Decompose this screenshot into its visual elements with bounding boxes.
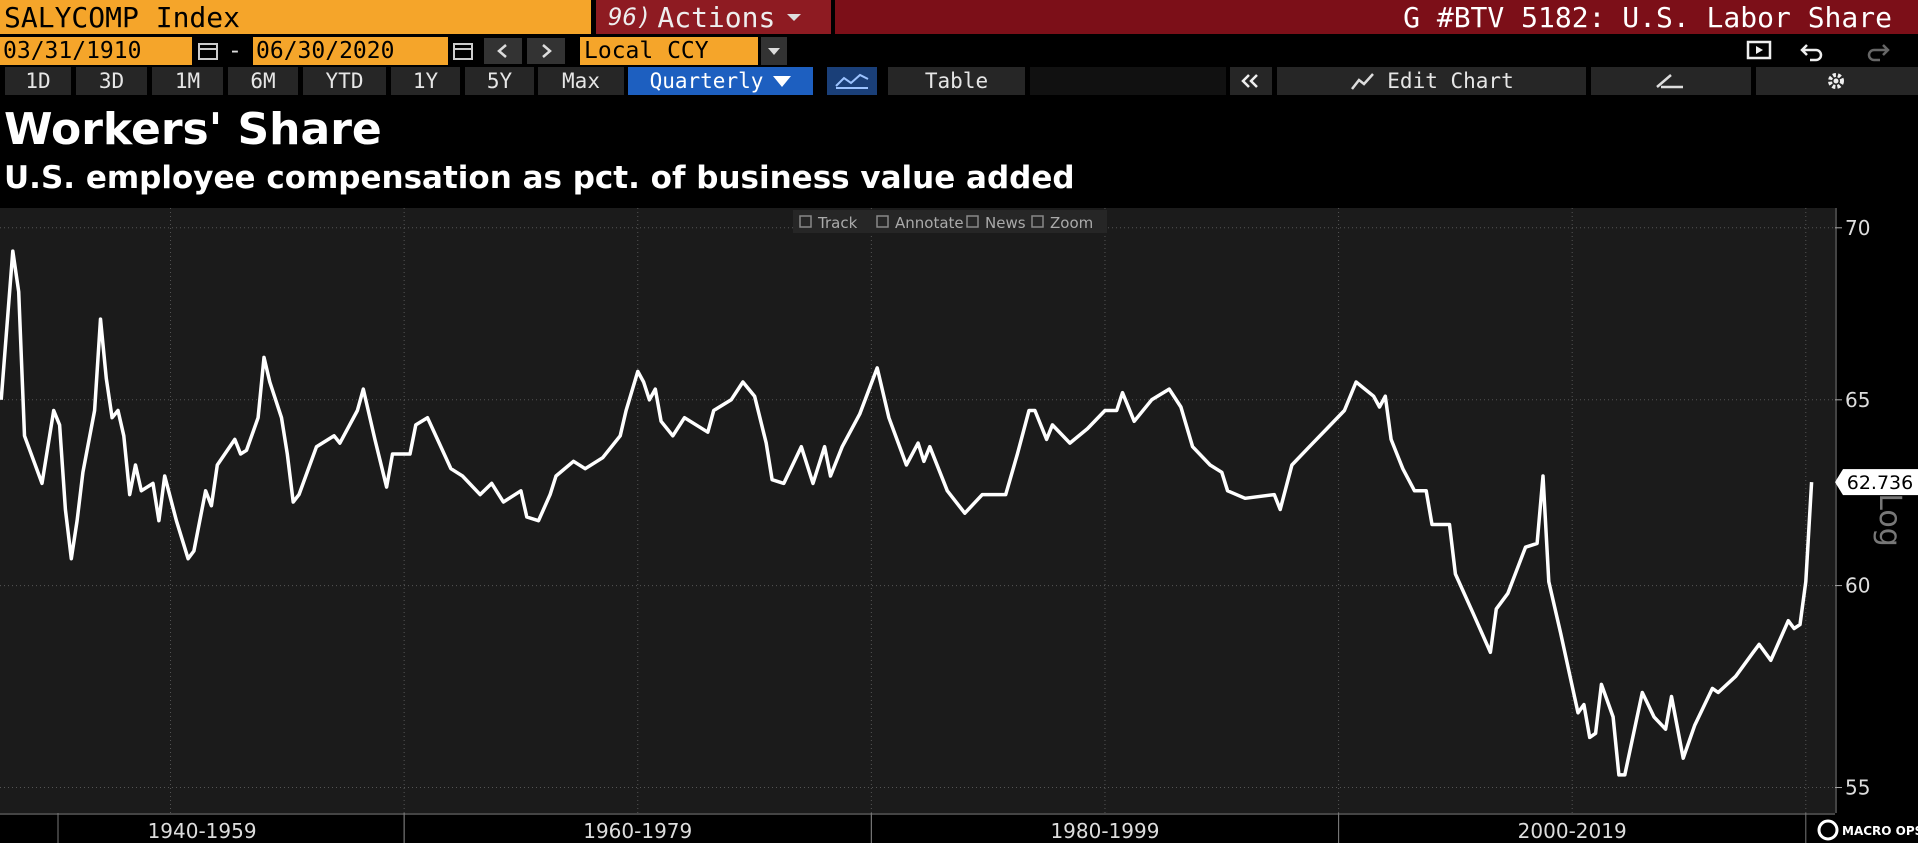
settings-button[interactable] [1756,67,1918,95]
ticker-field[interactable]: SALYCOMP Index [0,0,591,34]
edit-chart-label: Edit Chart [1387,69,1514,93]
range-button[interactable]: Max [538,67,624,95]
chart-tool: Annotate [895,214,964,232]
edit-chart-button[interactable]: Edit Chart [1277,67,1586,95]
range-button[interactable]: 1Y [391,67,460,95]
calendar-icon[interactable] [196,40,220,62]
chart-tool: Track [817,214,858,232]
dropdown-arrow [773,76,792,87]
ticker: SALYCOMP Index [4,0,241,34]
range-button-label: 6M [250,69,276,93]
x-period-label: 1940-1959 [148,819,257,843]
last-value-pointer [1835,469,1843,496]
range-button-label: 3D [98,69,125,93]
watermark-logo [1817,819,1839,841]
start-date[interactable]: 03/31/1910 [0,37,192,65]
currency-field[interactable]: Local CCY [580,37,758,65]
end-date[interactable]: 06/30/2020 [253,37,448,65]
frequency-dropdown[interactable]: Quarterly [628,67,813,95]
y-tick-label: 60 [1845,574,1870,598]
chart-subtitle: U.S. employee compensation as pct. of bu… [4,160,1075,196]
undo-icon[interactable] [1798,39,1828,63]
x-period-label: 2000-2019 [1518,819,1627,843]
chart-tools: Track Annotate News Zoom [793,210,1107,233]
present-icon[interactable] [1745,39,1773,63]
chart-tool-icon[interactable] [799,215,812,228]
chart-name: G #BTV 5182: U.S. Labor Share [1403,0,1892,34]
actions-label: Actions [657,0,776,34]
chart-tool-icon[interactable] [966,215,979,228]
range-button-label: Max [562,69,600,93]
chart-title: Workers' Share [4,104,382,155]
last-value-box [1843,469,1918,496]
range-button[interactable]: 1D [5,67,71,95]
range-button[interactable]: 6M [228,67,298,95]
range-button[interactable]: 5Y [465,67,534,95]
date-separator-text: - [228,38,242,64]
end-date-text: 06/30/2020 [256,38,395,64]
actions-menu[interactable]: 96) Actions [596,0,831,34]
chart-tools-background [793,210,1107,233]
collapse-button[interactable] [1230,67,1272,95]
next-button[interactable] [527,38,565,64]
date-separator: - [228,37,250,65]
annotate-button[interactable] [1591,67,1751,95]
range-button[interactable]: 3D [76,67,147,95]
x-axis-strip [0,813,1918,843]
line-chart-button[interactable] [827,67,877,95]
plot-background [0,208,1835,813]
currency: Local CCY [584,38,709,64]
actions-number: 96) [608,3,652,31]
x-period-label: 1960-1979 [583,819,692,843]
x-period-label: 1980-1999 [1050,819,1159,843]
edit-chart-icon [1351,73,1375,90]
dropdown-arrow [787,14,802,21]
range-button-label: 5Y [486,69,513,93]
start-date-text: 03/31/1910 [3,38,142,64]
y-tick-label: 65 [1845,388,1870,412]
range-button-label: 1M [174,69,201,93]
y-tick-label: 55 [1845,776,1870,800]
chart-tool: Zoom [1050,214,1093,232]
range-button-label: YTD [325,69,364,93]
watermark: MACRO OPS [1842,824,1918,838]
chart-tool-icon[interactable] [876,215,889,228]
range-button[interactable]: YTD [303,67,386,95]
range-button[interactable]: 1M [152,67,223,95]
currency-dropdown[interactable] [761,37,787,65]
scale-label: Log [1872,493,1907,547]
range-button-label: 1Y [412,69,439,93]
frequency: Quarterly [649,69,764,93]
calendar-icon[interactable] [451,40,475,62]
toolbar-filler [1030,67,1226,95]
redo-icon[interactable] [1862,39,1892,63]
range-button-label: 1D [25,69,51,93]
prev-button[interactable] [484,38,522,64]
title-bar: G #BTV 5182: U.S. Labor Share [835,0,1918,34]
table-button[interactable]: Table [888,67,1025,95]
series-line [0,249,1814,777]
table-label: Table [924,69,989,93]
chart-tool-icon[interactable] [1031,215,1044,228]
chart-tool: News [985,214,1026,232]
last-value-label: 62.736 [1847,472,1913,494]
y-tick-label: 70 [1845,216,1870,240]
